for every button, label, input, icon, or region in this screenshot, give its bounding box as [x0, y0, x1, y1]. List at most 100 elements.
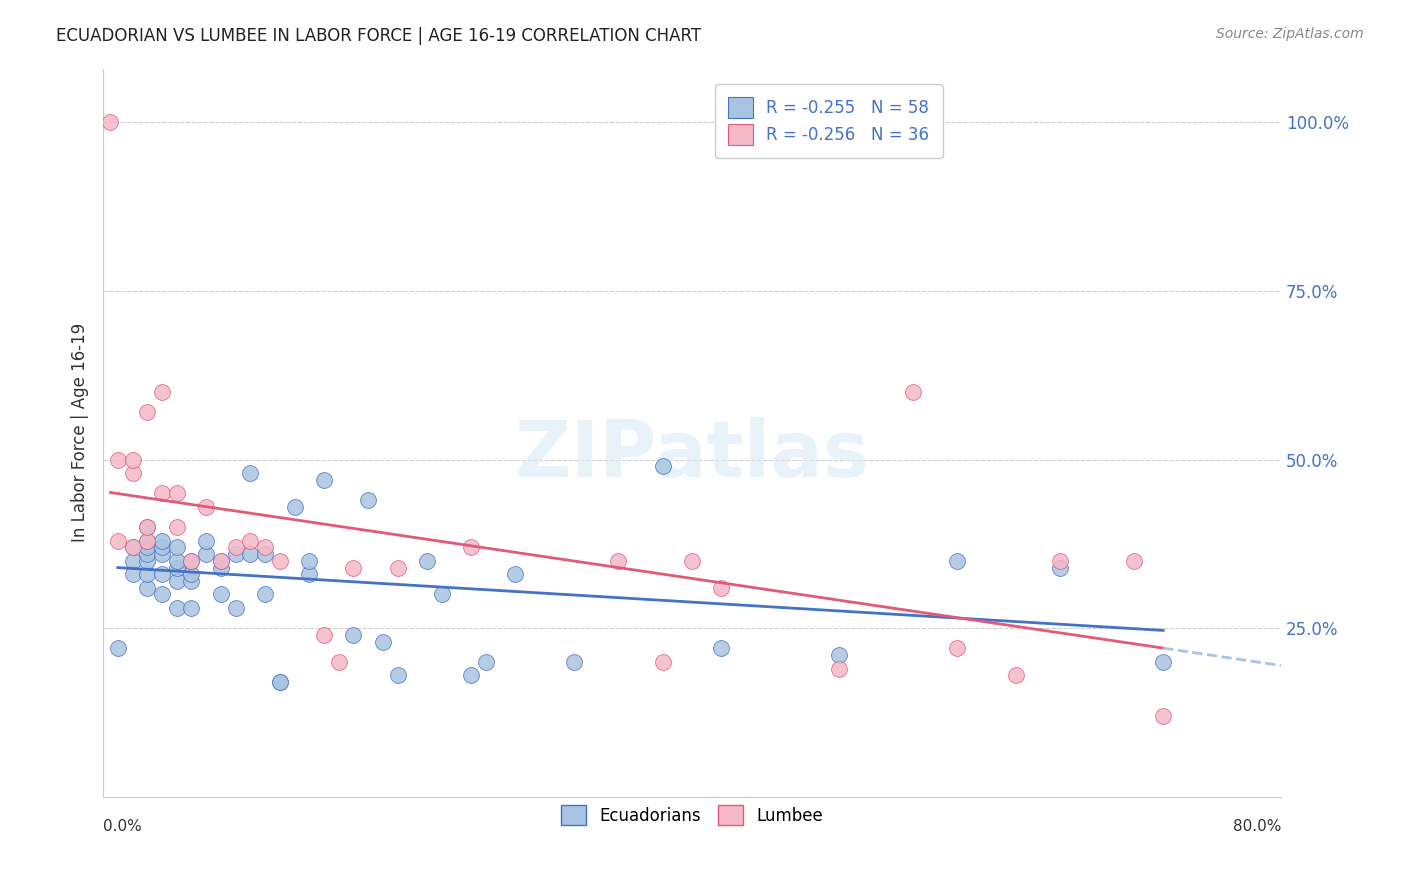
Text: 80.0%: 80.0% [1233, 819, 1281, 834]
Point [166, 560, 188, 574]
Point [150, 541, 173, 555]
Point [342, 560, 364, 574]
Point [946, 641, 969, 656]
Point [121, 541, 143, 555]
Point [195, 547, 218, 561]
Point [136, 533, 159, 548]
Point [121, 466, 143, 480]
Point [121, 567, 143, 582]
Point [342, 628, 364, 642]
Point [607, 554, 630, 568]
Point [150, 567, 173, 582]
Point [239, 466, 262, 480]
Point [430, 587, 453, 601]
Point [651, 655, 673, 669]
Point [150, 385, 173, 400]
Point [416, 554, 439, 568]
Text: ZIPatlas: ZIPatlas [515, 417, 869, 492]
Point [136, 581, 159, 595]
Point [1122, 554, 1144, 568]
Point [225, 601, 247, 615]
Y-axis label: In Labor Force | Age 16-19: In Labor Force | Age 16-19 [72, 323, 89, 542]
Point [1152, 709, 1174, 723]
Point [298, 554, 321, 568]
Point [1049, 560, 1071, 574]
Point [195, 533, 218, 548]
Legend: Ecuadorians, Lumbee: Ecuadorians, Lumbee [554, 798, 830, 832]
Point [136, 520, 159, 534]
Point [562, 655, 585, 669]
Point [180, 567, 202, 582]
Point [298, 567, 321, 582]
Point [209, 560, 232, 574]
Point [901, 385, 924, 400]
Point [136, 547, 159, 561]
Point [1005, 668, 1028, 682]
Point [166, 520, 188, 534]
Point [681, 554, 703, 568]
Point [254, 547, 277, 561]
Point [710, 641, 733, 656]
Point [180, 554, 202, 568]
Text: Source: ZipAtlas.com: Source: ZipAtlas.com [1216, 27, 1364, 41]
Point [107, 641, 129, 656]
Point [828, 662, 851, 676]
Point [387, 668, 409, 682]
Point [107, 452, 129, 467]
Point [166, 541, 188, 555]
Point [150, 587, 173, 601]
Point [136, 554, 159, 568]
Point [460, 668, 482, 682]
Point [225, 541, 247, 555]
Point [209, 587, 232, 601]
Point [239, 547, 262, 561]
Point [195, 500, 218, 514]
Point [180, 554, 202, 568]
Point [475, 655, 498, 669]
Point [121, 554, 143, 568]
Point [107, 533, 129, 548]
Point [269, 675, 291, 690]
Point [387, 560, 409, 574]
Point [121, 541, 143, 555]
Text: ECUADORIAN VS LUMBEE IN LABOR FORCE | AGE 16-19 CORRELATION CHART: ECUADORIAN VS LUMBEE IN LABOR FORCE | AG… [56, 27, 702, 45]
Point [651, 459, 673, 474]
Point [1049, 554, 1071, 568]
Point [209, 554, 232, 568]
Point [371, 634, 394, 648]
Point [150, 533, 173, 548]
Point [269, 554, 291, 568]
Point [312, 473, 335, 487]
Point [505, 567, 527, 582]
Point [100, 115, 122, 129]
Point [121, 452, 143, 467]
Point [225, 547, 247, 561]
Point [209, 554, 232, 568]
Point [180, 601, 202, 615]
Point [150, 486, 173, 500]
Point [166, 486, 188, 500]
Point [180, 574, 202, 588]
Point [283, 500, 305, 514]
Point [150, 547, 173, 561]
Point [136, 533, 159, 548]
Point [946, 554, 969, 568]
Point [166, 574, 188, 588]
Point [710, 581, 733, 595]
Point [1152, 655, 1174, 669]
Point [460, 541, 482, 555]
Point [254, 587, 277, 601]
Point [136, 405, 159, 419]
Point [254, 541, 277, 555]
Point [269, 675, 291, 690]
Point [239, 533, 262, 548]
Point [312, 628, 335, 642]
Point [166, 601, 188, 615]
Point [166, 554, 188, 568]
Text: 0.0%: 0.0% [103, 819, 142, 834]
Point [357, 493, 380, 508]
Point [136, 541, 159, 555]
Point [828, 648, 851, 663]
Point [136, 520, 159, 534]
Point [328, 655, 350, 669]
